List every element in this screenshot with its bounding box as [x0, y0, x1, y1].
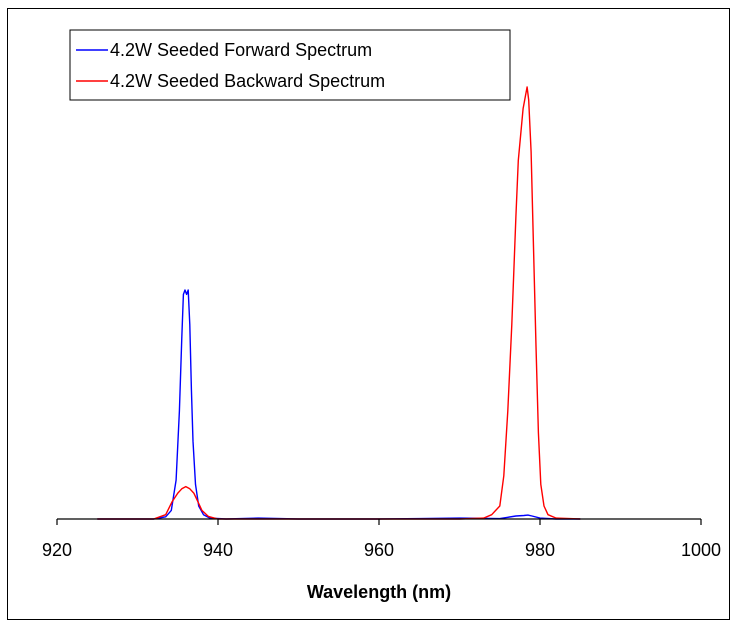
x-tick-label: 920 [42, 540, 72, 560]
series-line-forward [97, 289, 581, 520]
legend-label: 4.2W Seeded Forward Spectrum [110, 40, 372, 60]
x-tick-label: 1000 [681, 540, 721, 560]
x-tick-label: 980 [525, 540, 555, 560]
axes: 920 940 960 980 1000 Wavelength (nm) [42, 518, 721, 602]
legend: 4.2W Seeded Forward Spectrum 4.2W Seeded … [69, 29, 511, 101]
series-line-backward [97, 86, 581, 520]
chart-frame [7, 8, 730, 620]
x-axis-title: Wavelength (nm) [307, 582, 451, 602]
x-tick-label: 940 [203, 540, 233, 560]
x-ticks: 920 940 960 980 1000 [42, 519, 721, 560]
x-tick-label: 960 [364, 540, 394, 560]
legend-items: 4.2W Seeded Forward Spectrum 4.2W Seeded … [76, 40, 385, 91]
legend-label: 4.2W Seeded Backward Spectrum [110, 71, 385, 91]
series-layer [97, 86, 581, 520]
legend-box [69, 29, 511, 101]
